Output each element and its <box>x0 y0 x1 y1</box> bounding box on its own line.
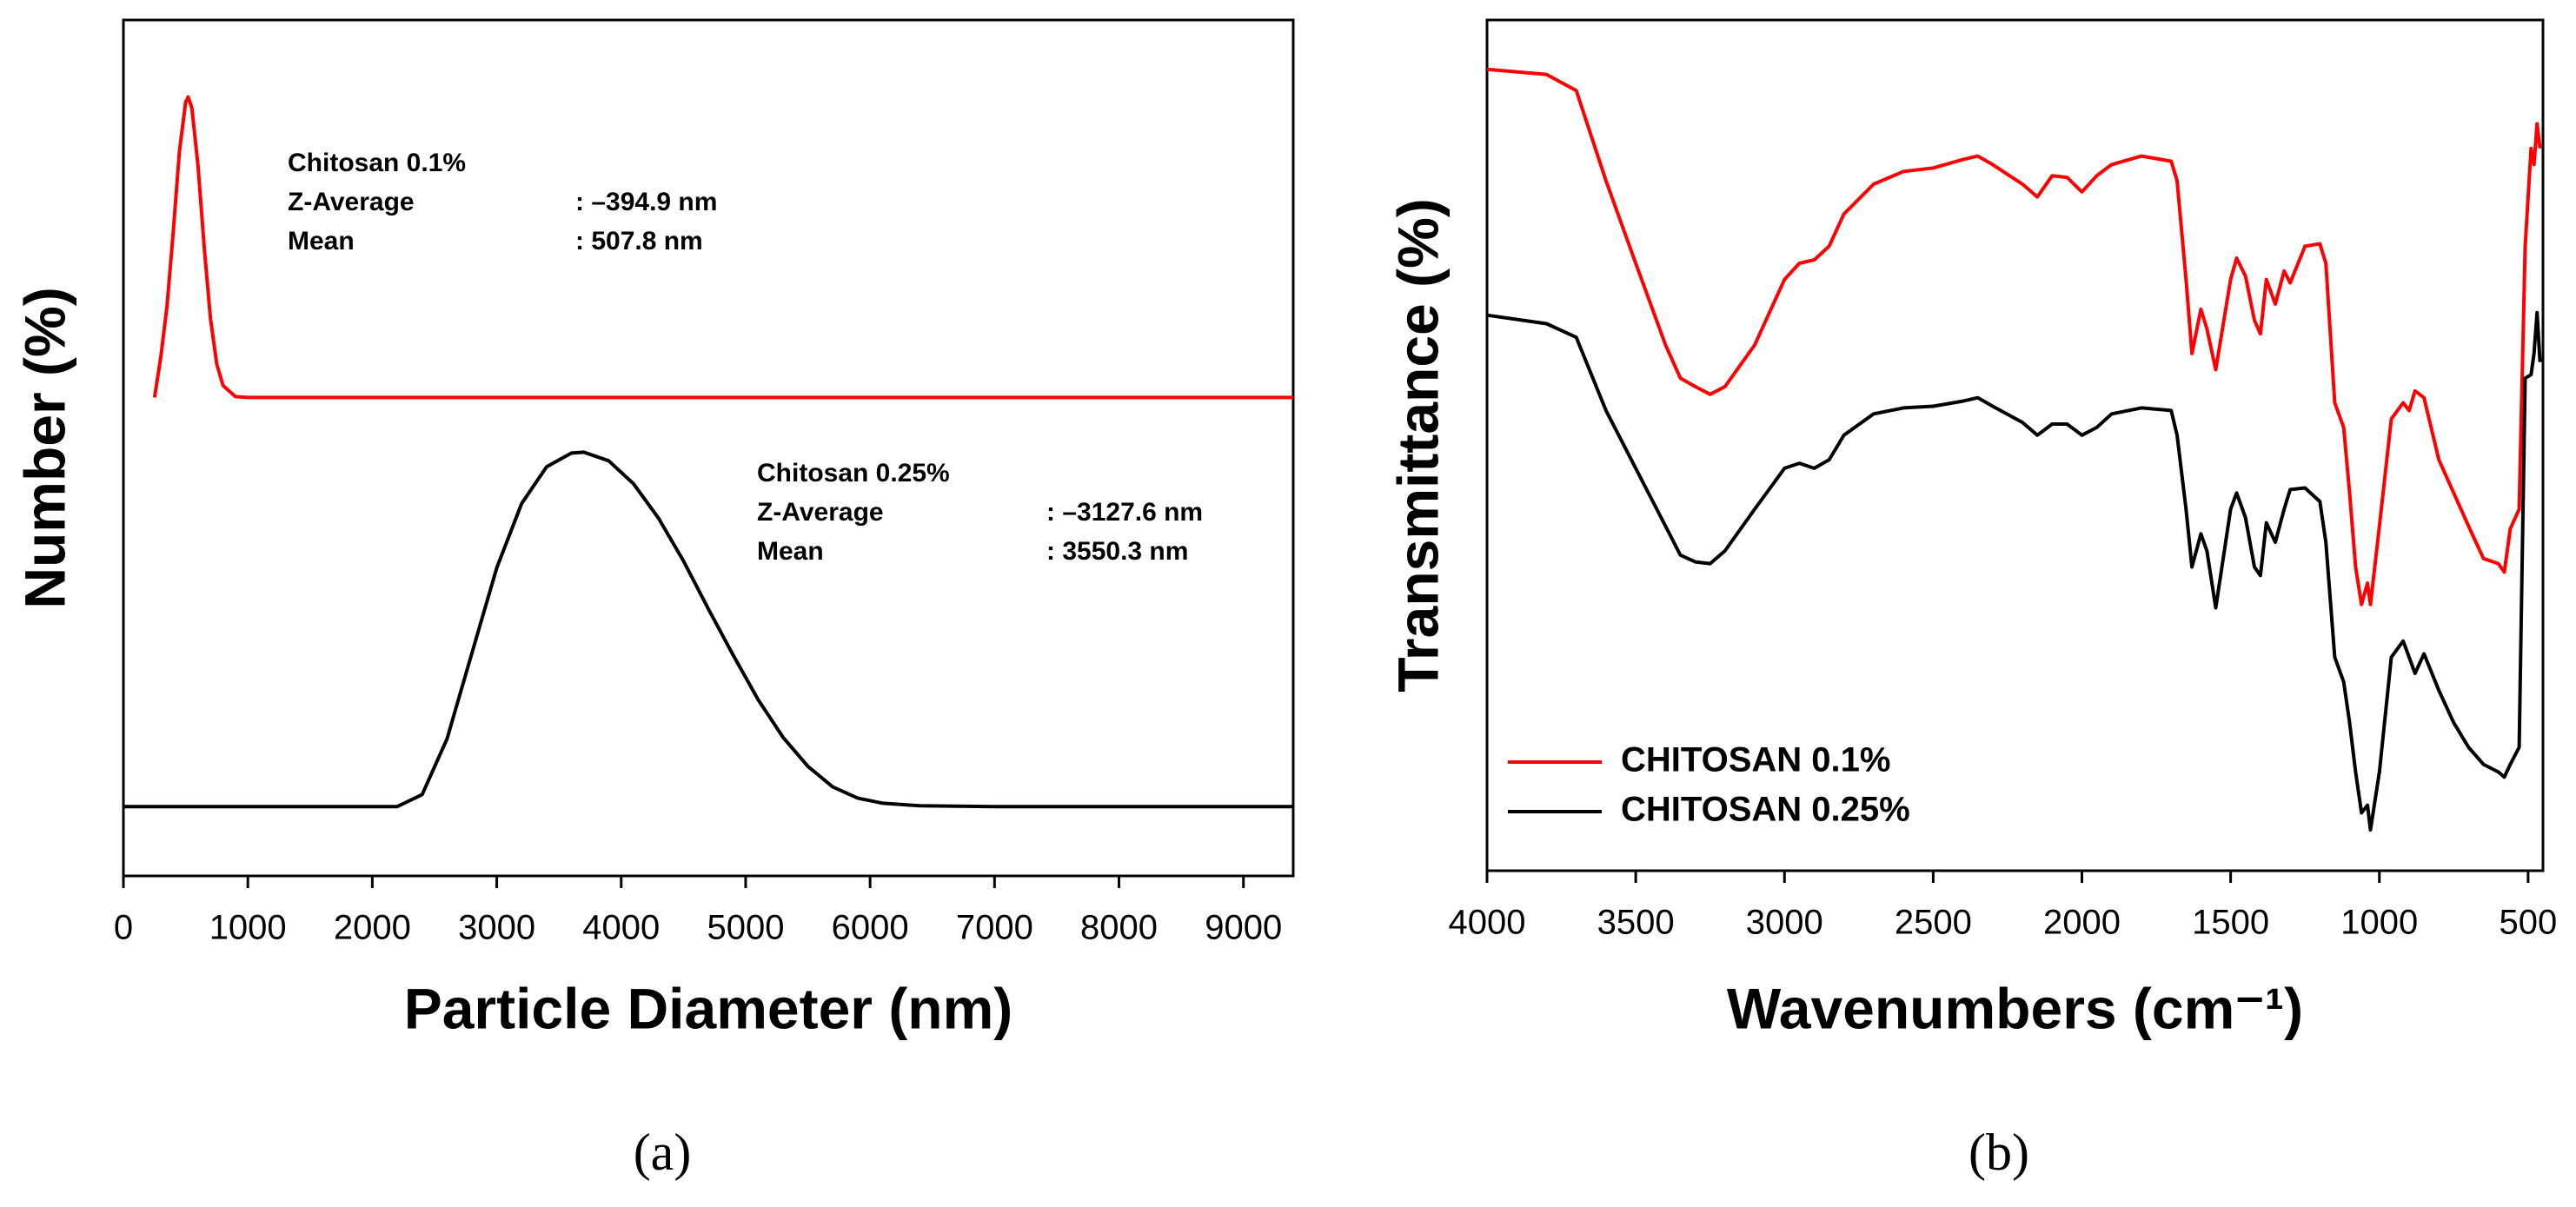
annotation: : –394.9 nm <box>575 188 717 216</box>
annotation: Z-Average <box>757 498 884 527</box>
annotation: Mean <box>757 537 824 566</box>
annotation: : 3550.3 nm <box>1046 537 1188 566</box>
x-tick-label: 8000 <box>1080 909 1158 947</box>
x-tick-label: 2500 <box>1895 904 1972 942</box>
caption: (b) <box>1969 1124 2029 1181</box>
legend-label: CHITOSAN 0.25% <box>1621 791 1910 829</box>
y-axis-label: Transmittance (%) <box>1385 198 1450 692</box>
plot-frame <box>1485 18 2545 872</box>
caption: (a) <box>634 1124 692 1181</box>
x-tick-label: 4000 <box>582 909 660 947</box>
data-line <box>1486 67 2542 607</box>
annotation: : –3127.6 nm <box>1046 498 1203 527</box>
x-tick-label: 7000 <box>956 909 1033 947</box>
annotation: : 507.8 nm <box>575 227 703 255</box>
annotation: Mean <box>288 227 355 255</box>
x-tick-label: 0 <box>114 909 133 947</box>
data-line <box>123 450 1293 809</box>
plot-frame <box>122 18 1295 878</box>
x-axis-label: Wavenumbers (cm⁻¹) <box>1727 976 2303 1040</box>
x-tick-label: 2000 <box>334 909 411 947</box>
x-tick-label: 2000 <box>2043 904 2121 942</box>
x-tick-label: 3000 <box>458 909 535 947</box>
x-tick-label: 5000 <box>707 909 784 947</box>
annotation: Chitosan 0.1% <box>288 149 466 177</box>
x-tick-label: 1000 <box>2340 904 2418 942</box>
x-tick-label: 500 <box>2500 904 2558 942</box>
x-tick-label: 4000 <box>1449 904 1526 942</box>
x-tick-label: 3500 <box>1597 904 1675 942</box>
annotation: Z-Average <box>288 188 415 216</box>
x-tick-label: 1000 <box>209 909 287 947</box>
legend-label: CHITOSAN 0.1% <box>1621 741 1890 779</box>
data-line <box>1486 310 2542 832</box>
data-line <box>152 95 1293 400</box>
y-axis-label: Number (%) <box>12 287 76 608</box>
x-tick-label: 1500 <box>2192 904 2269 942</box>
x-tick-label: 6000 <box>832 909 909 947</box>
annotation: Chitosan 0.25% <box>757 459 950 487</box>
x-tick-label: 3000 <box>1746 904 1823 942</box>
x-tick-label: 9000 <box>1205 909 1282 947</box>
x-axis-label: Particle Diameter (nm) <box>404 976 1013 1040</box>
